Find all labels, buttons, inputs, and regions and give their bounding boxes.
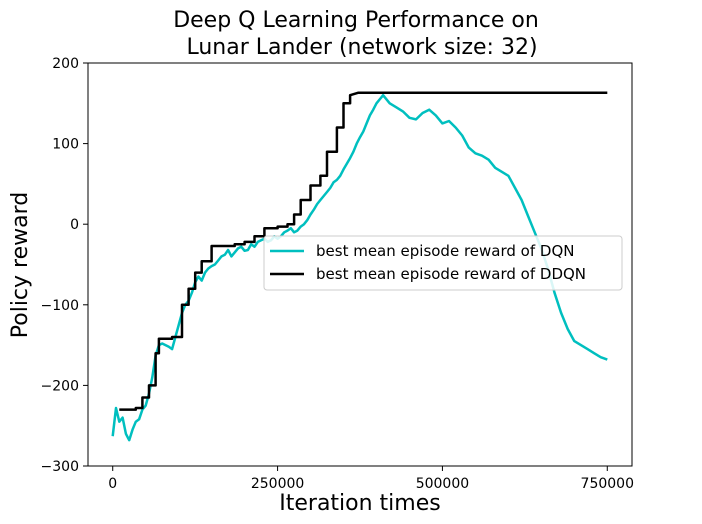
y-tick-label: −200 bbox=[41, 378, 79, 394]
x-tick-label: 0 bbox=[108, 476, 117, 492]
y-tick-label: −100 bbox=[41, 298, 79, 314]
legend-label-ddqn: best mean episode reward of DDQN bbox=[316, 265, 586, 283]
x-tick-label: 250000 bbox=[251, 476, 304, 492]
y-axis: −300 −200 −100 0 100 200 bbox=[41, 56, 88, 475]
y-tick-label: 0 bbox=[70, 217, 79, 233]
series-line-ddqn bbox=[119, 91, 608, 411]
x-axis-label: Iteration times bbox=[279, 491, 440, 516]
legend-box bbox=[263, 235, 623, 291]
x-axis: 0 250000 500000 750000 bbox=[108, 466, 634, 492]
y-axis-label: Policy reward bbox=[8, 192, 33, 338]
series-layer bbox=[111, 91, 608, 442]
series-line-dqn bbox=[111, 93, 608, 442]
chart-title-line-2: Lunar Lander (network size: 32) bbox=[186, 35, 537, 60]
y-tick-label: 100 bbox=[52, 137, 79, 153]
legend: best mean episode reward of DQN best mea… bbox=[263, 235, 623, 291]
y-tick-label: 200 bbox=[52, 56, 79, 72]
y-tick-label: −300 bbox=[41, 459, 79, 475]
chart-title-line-1: Deep Q Learning Performance on bbox=[173, 8, 539, 33]
x-tick-label: 750000 bbox=[581, 476, 634, 492]
legend-label-dqn: best mean episode reward of DQN bbox=[316, 242, 574, 260]
x-tick-label: 500000 bbox=[416, 476, 469, 492]
